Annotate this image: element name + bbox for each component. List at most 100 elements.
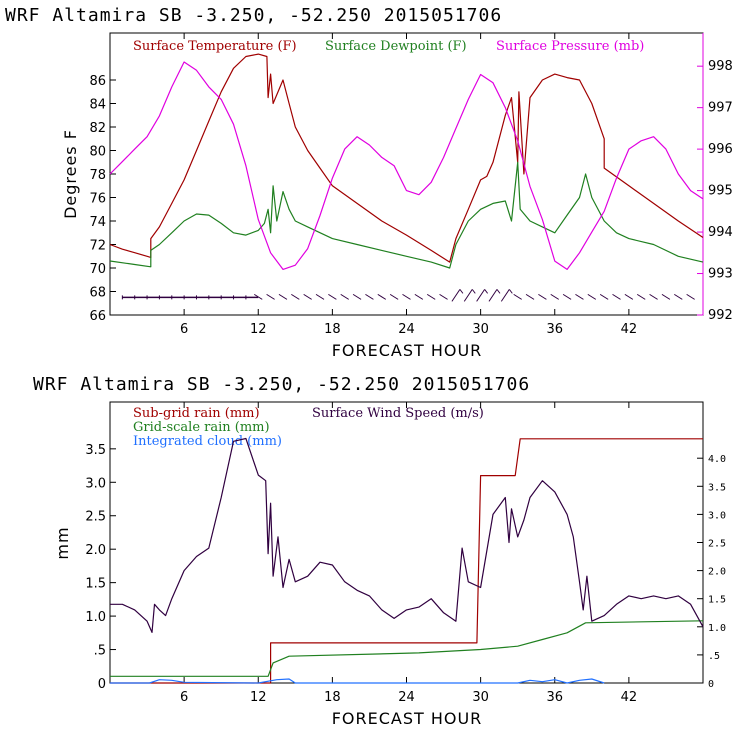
top-y-tick-label: 76 (89, 192, 106, 207)
bottom-y2-tick-label: 1.0 (708, 623, 726, 634)
wind-barb (562, 293, 572, 300)
bottom-y-tick-label: 2.0 (85, 543, 106, 558)
wind-barbs (121, 289, 695, 302)
bottom-y2-tick-label: .5 (708, 651, 720, 662)
wind-barb (649, 293, 658, 300)
top-x-tick-label: 30 (472, 322, 489, 337)
wind-barb (538, 293, 547, 300)
grid-scale-rain-line (110, 620, 704, 677)
wind-barb (315, 293, 325, 300)
top-x-tick-label: 42 (621, 322, 638, 337)
wind-barb (587, 293, 597, 300)
legend-surface-wind-speed: Surface Wind Speed (m/s) (312, 406, 484, 421)
top-y-tick-label: 84 (89, 98, 106, 113)
top-y-axis-label: Degrees F (61, 129, 80, 219)
legend-integrated-cloud: Integrated cloud (mm) (133, 434, 282, 449)
legend-subgrid-rain: Sub-grid rain (mm) (133, 406, 260, 421)
bottom-axes-ticks: 6 12 18 24 30 36 42 0 .5 1.0 1.5 2.0 2.5 3.0 3.5 0 .5 1.0… (85, 402, 726, 705)
bottom-y2-tick-label: 0 (708, 679, 714, 690)
bottom-chart-title: WRF Altamira SB -3.250, -52.250 20150517… (33, 374, 530, 395)
bottom-x-axis-label: FORECAST HOUR (332, 709, 483, 728)
bottom-x-tick-label: 12 (250, 690, 267, 705)
wind-barb-flag (496, 289, 501, 294)
wind-barb (612, 293, 621, 300)
wind-barb-flag (459, 289, 464, 294)
wind-barb-flag (508, 289, 513, 294)
wind-barb (266, 293, 275, 300)
top-y-tick-label: 68 (89, 286, 106, 301)
surface-pressure-line (109, 61, 704, 270)
bottom-y2-tick-label: 1.5 (708, 595, 726, 606)
top-y-tick-label: 78 (89, 168, 106, 183)
wind-barb (488, 289, 498, 302)
wind-barb (414, 293, 424, 300)
surface-chart: WRF Altamira SB -3.250, -52.250 20150517… (5, 5, 733, 360)
legend-surface-pressure: Surface Pressure (mb) (496, 39, 644, 54)
integrated-cloud-line (110, 678, 605, 684)
top-y-tick-label: 66 (89, 309, 106, 324)
top-y2-tick-label: 995 (708, 184, 733, 199)
top-chart-title: WRF Altamira SB -3.250, -52.250 20150517… (5, 5, 502, 26)
top-x-tick-label: 36 (546, 322, 563, 337)
top-plot-frame (109, 32, 704, 316)
wind-barb (253, 293, 263, 300)
wind-barb (476, 289, 486, 302)
top-axes-ticks: 6 12 18 24 30 36 42 66 68 70 72 74 76 78 80 82 84 86 992 99… (89, 33, 733, 337)
legend-surface-temperature: Surface Temperature (F) (133, 39, 297, 54)
wind-barb (377, 293, 387, 300)
wind-barb (575, 293, 584, 300)
top-y2-tick-label: 993 (708, 267, 733, 282)
top-y-tick-label: 74 (89, 215, 106, 230)
bottom-x-tick-label: 6 (180, 690, 188, 705)
top-y2-tick-label: 997 (708, 101, 733, 116)
wind-barb (463, 289, 473, 302)
wind-barb (328, 293, 337, 300)
wind-barb (389, 293, 399, 300)
top-x-tick-label: 6 (180, 322, 188, 337)
top-y-tick-label: 72 (89, 239, 106, 254)
wind-barb (365, 293, 374, 300)
top-x-tick-label: 12 (250, 322, 267, 337)
top-y2-tick-label: 994 (708, 225, 733, 240)
top-y2-tick-label: 992 (708, 308, 733, 323)
surface-temperature-line (109, 53, 704, 263)
bottom-y-axis-label: mm (53, 526, 72, 559)
bottom-y-tick-label: 3.0 (85, 476, 106, 491)
surface-dewpoint-line (109, 161, 704, 269)
top-y2-tick-label: 996 (708, 142, 733, 157)
bottom-x-tick-label: 30 (472, 690, 489, 705)
wind-barb (340, 293, 349, 300)
bottom-y2-tick-label: 3.5 (708, 482, 726, 493)
wind-barb (636, 293, 646, 300)
sub-grid-rain-line (110, 438, 703, 684)
legend-gridscale-rain: Grid-scale rain (mm) (133, 420, 270, 435)
surface-wind-speed-line (110, 437, 704, 634)
wind-barb (513, 293, 522, 300)
wind-barb (278, 293, 288, 300)
wind-barb-flag (471, 289, 476, 294)
wind-barb (661, 293, 671, 300)
bottom-x-tick-label: 18 (324, 690, 341, 705)
bottom-y2-tick-label: 2.0 (708, 567, 726, 578)
wind-barb (352, 293, 362, 300)
bottom-series (110, 437, 704, 684)
bottom-x-tick-label: 36 (546, 690, 563, 705)
wind-barb (426, 293, 436, 300)
wind-barb (500, 289, 510, 302)
wind-barb (550, 293, 560, 300)
wind-barb-flag (484, 289, 489, 294)
wind-barb (291, 293, 300, 300)
wind-barb (402, 293, 411, 300)
legend-surface-dewpoint: Surface Dewpoint (F) (325, 39, 467, 54)
wind-barb (599, 293, 609, 300)
top-x-tick-label: 24 (398, 322, 415, 337)
bottom-y-tick-label: 1.5 (85, 577, 106, 592)
top-series (109, 53, 704, 270)
bottom-y-tick-label: 3.5 (85, 443, 106, 458)
bottom-y2-tick-label: 4.0 (708, 454, 726, 465)
top-x-axis-label: FORECAST HOUR (332, 341, 483, 360)
bottom-y2-tick-label: 2.5 (708, 539, 726, 550)
top-x-tick-label: 18 (324, 322, 341, 337)
wind-barb (525, 293, 535, 300)
